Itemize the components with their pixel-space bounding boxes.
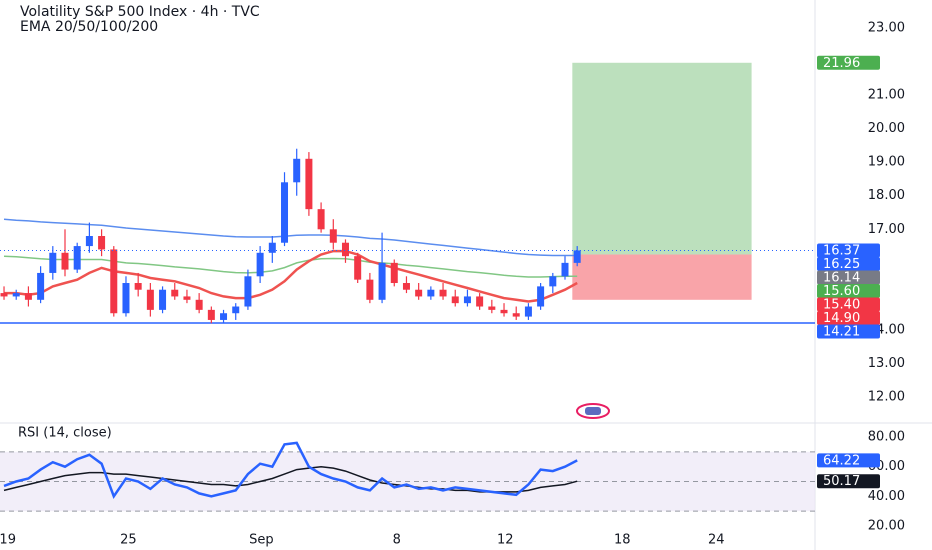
- candle-body: [207, 309, 215, 320]
- price-tag: [817, 283, 880, 298]
- x-tick-label: 25: [120, 533, 137, 548]
- rsi-tag-label: 50.17: [823, 474, 860, 489]
- y-tick-label: 19.00: [868, 155, 905, 170]
- candle-body: [256, 252, 264, 277]
- rsi-title: RSI (14, close): [18, 426, 112, 441]
- chart-subtitle: EMA 20/50/100/200: [20, 19, 158, 35]
- price-tag-label: 16.25: [823, 257, 860, 272]
- candle-body: [122, 283, 130, 314]
- candle-body: [390, 262, 398, 284]
- price-tag-label: 15.60: [823, 284, 860, 299]
- rsi-tag: [817, 453, 880, 468]
- candle-body: [317, 209, 325, 230]
- candle-body: [378, 262, 386, 300]
- candle-body: [244, 276, 252, 307]
- candle-body: [232, 306, 240, 314]
- chart-title: Volatility S&P 500 Index · 4h · TVC: [20, 4, 260, 20]
- price-tag: [817, 55, 880, 70]
- profit-zone: [572, 62, 752, 255]
- candle-body: [451, 296, 459, 304]
- price-tag-label: 15.40: [823, 297, 860, 312]
- ema-line: [4, 249, 578, 303]
- price-tag: [817, 310, 880, 325]
- candle-body: [512, 313, 520, 317]
- rsi-line: [3, 441, 578, 499]
- x-tick-label: 8: [393, 533, 401, 548]
- candle-body: [134, 283, 142, 290]
- x-tick-label: 18: [614, 533, 631, 548]
- x-tick-label: 12: [497, 533, 514, 548]
- y-tick-label: 21.00: [868, 88, 905, 103]
- price-tag: [817, 324, 880, 339]
- price-tag-label: 16.14: [823, 270, 860, 285]
- price-tag-label: 21.96: [823, 56, 860, 71]
- x-tick-label: 19: [0, 533, 16, 548]
- candle-body: [439, 289, 447, 297]
- price-tag: [817, 243, 880, 258]
- ema-line: [3, 218, 578, 257]
- candle-body: [573, 250, 581, 263]
- candle-body: [61, 252, 69, 270]
- candle-body: [159, 289, 167, 310]
- candle-body: [146, 289, 154, 310]
- candle-body: [537, 286, 545, 307]
- candle-body: [0, 293, 8, 297]
- candle-body: [73, 246, 81, 270]
- logo-mark: [585, 407, 601, 415]
- y-tick-label: 13.00: [868, 356, 905, 371]
- candle-body: [220, 313, 228, 320]
- price-tag-label: 14.21: [823, 324, 860, 339]
- loss-zone: [572, 254, 752, 300]
- rsi-tag-label: 64.22: [823, 453, 860, 468]
- y-tick-label: 23.00: [868, 20, 905, 35]
- candle-body: [37, 272, 45, 300]
- candle-body: [85, 236, 93, 247]
- candle-body: [415, 289, 423, 297]
- candle-body: [24, 293, 32, 300]
- y-tick-label: 17.00: [868, 222, 905, 237]
- price-tag: [817, 256, 880, 271]
- candle-body: [110, 249, 118, 314]
- x-tick-label: Sep: [249, 533, 274, 548]
- candle-body: [341, 242, 349, 257]
- candle-body: [561, 262, 569, 277]
- candle-body: [476, 296, 484, 307]
- candle-body: [183, 296, 191, 300]
- candle-body: [366, 279, 374, 300]
- candle-body: [171, 289, 179, 297]
- price-tag-label: 16.37: [823, 243, 860, 258]
- rsi-tag: [817, 474, 880, 489]
- y-tick-label: 20.00: [868, 121, 905, 136]
- candle-body: [305, 158, 313, 210]
- candle-body: [281, 182, 289, 243]
- candle-body: [268, 242, 276, 253]
- candle-body: [12, 293, 20, 297]
- y-tick-label: 12.00: [868, 390, 905, 405]
- rsi-tick-label: 40.00: [868, 489, 905, 504]
- price-tag: [817, 297, 880, 312]
- candle-body: [402, 283, 410, 290]
- rsi-tick-label: 80.00: [868, 429, 905, 444]
- candle-body: [293, 158, 301, 183]
- x-tick-label: 24: [708, 533, 725, 548]
- price-tag-label: 14.90: [823, 311, 860, 326]
- candle-body: [500, 309, 508, 314]
- candle-body: [488, 306, 496, 310]
- y-tick-label: 18.00: [868, 188, 905, 203]
- candle-body: [427, 289, 435, 297]
- price-tag: [817, 270, 880, 285]
- candle-body: [524, 306, 532, 317]
- ema-line: [3, 255, 578, 278]
- candle-body: [49, 252, 57, 273]
- candle-body: [354, 256, 362, 280]
- candle-body: [549, 276, 557, 287]
- candle-body: [195, 299, 203, 310]
- candle-body: [98, 236, 106, 250]
- candle-body: [463, 296, 471, 304]
- rsi-tick-label: 20.00: [868, 518, 905, 533]
- candle-body: [329, 229, 337, 243]
